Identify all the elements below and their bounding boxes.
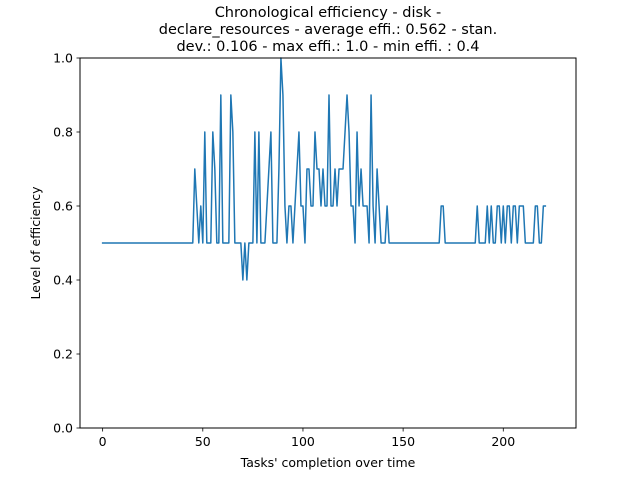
chart-title-line-2: declare_resources - average effi.: 0.562… <box>159 22 497 38</box>
chart-title-line-3: dev.: 0.106 - max effi.: 1.0 - min effi.… <box>176 39 479 55</box>
y-tick-label: 0.4 <box>53 273 73 288</box>
y-tick-label: 1.0 <box>53 51 73 66</box>
x-tick-label: 100 <box>291 434 315 449</box>
y-axis-label: Level of efficiency <box>28 186 43 300</box>
x-tick-label: 150 <box>391 434 415 449</box>
efficiency-series-line <box>101 57 547 281</box>
y-tick-label: 0.2 <box>53 347 73 362</box>
x-tick-label: 200 <box>491 434 515 449</box>
plot-area-frame <box>79 57 577 429</box>
x-axis-ticks: 0 50 100 150 200 <box>99 428 515 449</box>
y-axis-ticks: 0.0 0.2 0.4 0.6 0.8 1.0 <box>53 51 80 436</box>
x-tick-label: 50 <box>195 434 211 449</box>
y-tick-label: 0.0 <box>53 421 73 436</box>
y-tick-label: 0.6 <box>53 199 73 214</box>
x-axis-label: Tasks' completion over time <box>240 455 416 470</box>
chart-title-line-1: Chronological efficiency - disk - <box>215 5 442 21</box>
x-tick-label: 0 <box>99 434 107 449</box>
y-tick-label: 0.8 <box>53 125 73 140</box>
